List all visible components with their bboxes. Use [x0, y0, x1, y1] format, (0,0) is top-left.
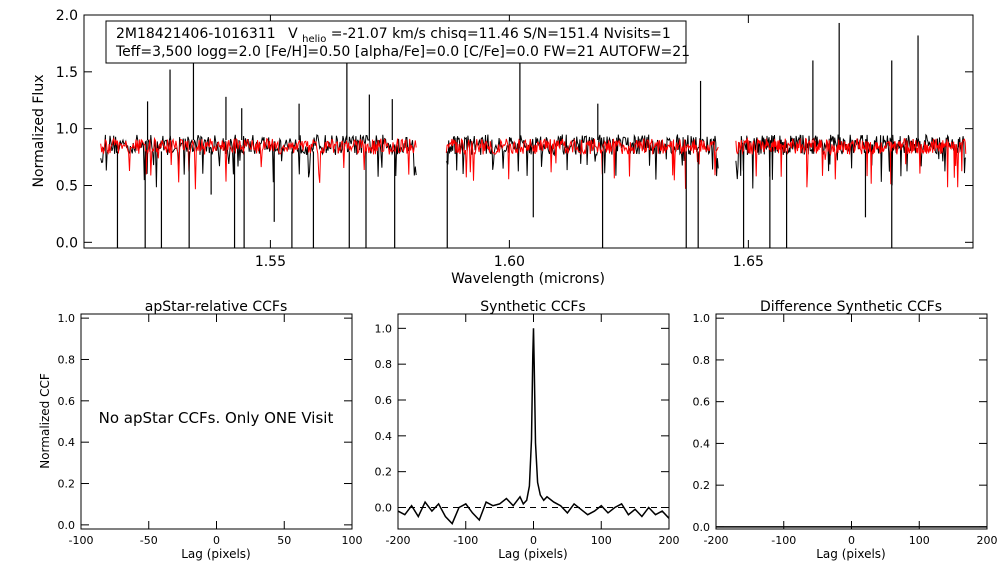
spectrum-x-tick-label: 1.65 [733, 254, 764, 270]
synthetic-ccf-x-tick-label: 0 [530, 534, 537, 547]
spectrum-panel: 1.55 1.60 1.65 0.0 0.5 1.0 1.5 2.0 2M18421406-1… [31, 8, 974, 287]
difference-ccf-y-tick-label: 1.0 [693, 312, 711, 325]
spectrum-info-line1: 2M18421406-1016311 V helio =-21.07 km/s … [116, 26, 671, 46]
difference-ccf-y-tick-label: 0.2 [693, 479, 711, 492]
difference-ccf-y-tick-label: 0.8 [693, 354, 711, 367]
synthetic-ccf-y-tick-label: 0.4 [375, 430, 393, 443]
difference-ccf-x-tick-label: -200 [704, 534, 729, 547]
difference-ccf-x-tick-label: 0 [848, 534, 855, 547]
apstar-ccf-x-tick-label: 50 [277, 534, 291, 547]
difference-ccf-plot-frame [715, 313, 988, 530]
synthetic-ccf-line [397, 328, 670, 525]
synthetic-ccf-y-tick-label: 1.0 [375, 322, 393, 335]
apstar-ccf-x-axis-label: Lag (pixels) [181, 547, 251, 561]
spectrum-info-box [105, 20, 687, 64]
spectrum-y-tick-label: 1.5 [56, 65, 78, 81]
difference-ccf-x-tick-label: 100 [909, 534, 930, 547]
spectrum-y-tick-label: 2.0 [56, 8, 78, 24]
apstar-ccf-title: apStar-relative CCFs [145, 299, 288, 315]
apstar-ccf-y-tick-label: 0.8 [58, 353, 76, 366]
velocity-value: =-21.07 km/s chisq=11.46 S/N=151.4 Nvisi… [331, 26, 671, 42]
difference-ccf-y-tick-label: 0.0 [693, 521, 711, 534]
spectrum-info-line2: Teff=3,500 logg=2.0 [Fe/H]=0.50 [alpha/F… [115, 44, 690, 60]
apstar-ccf-x-tick-label: 100 [342, 534, 363, 547]
velocity-subscript: helio [302, 34, 326, 45]
spectrum-y-tick-label: 1.0 [56, 122, 78, 138]
spectrum-y-tick-label: 0.5 [56, 179, 78, 195]
star-id: 2M18421406-1016311 [116, 26, 276, 42]
velocity-label: V [288, 26, 298, 42]
difference-ccf-x-axis-label: Lag (pixels) [816, 547, 886, 561]
apstar-ccf-panel: apStar-relative CCFs -100 -50 0 50 100 0.0 0.2… [38, 299, 363, 561]
spectrum-y-axis-label: Normalized Flux [31, 75, 47, 188]
synthetic-ccf-x-axis-label: Lag (pixels) [498, 547, 568, 561]
apstar-ccf-ticks: -100 -50 0 50 100 0.0 0.2 0.4 0.6 0.8 1.0 [58, 312, 363, 547]
apstar-ccf-y-tick-label: 1.0 [58, 312, 76, 325]
synthetic-ccf-x-tick-label: -100 [453, 534, 478, 547]
synthetic-ccf-y-tick-label: 0.8 [375, 358, 393, 371]
synthetic-ccf-y-tick-label: 0.2 [375, 466, 393, 479]
spectrum-traces [100, 22, 967, 248]
spectrum-plot-frame [83, 14, 974, 249]
synthetic-ccf-y-tick-label: 0.0 [375, 501, 393, 514]
synthetic-ccf-ticks: -200 -100 0 100 200 0.0 0.2 0.4 0.6 0.8 1.0 [375, 314, 680, 547]
spectrum-x-tick-label: 1.55 [255, 254, 286, 270]
synthetic-ccf-x-tick-label: 200 [659, 534, 680, 547]
difference-ccf-y-tick-label: 0.4 [693, 437, 711, 450]
difference-ccf-y-tick-label: 0.6 [693, 396, 711, 409]
difference-ccf-ticks: -200 -100 0 100 200 0.0 0.2 0.4 0.6 0.8 1.0 [693, 312, 998, 547]
difference-ccf-panel: Difference Synthetic CCFs -200 -100 0 100 20… [693, 299, 998, 561]
difference-ccf-x-tick-label: -100 [771, 534, 796, 547]
spectrum-y-tick-label: 0.0 [56, 235, 78, 251]
apstar-ccf-y-tick-label: 0.2 [58, 477, 76, 490]
apstar-ccf-x-tick-label: -100 [69, 534, 94, 547]
synthetic-ccf-x-tick-label: 100 [591, 534, 612, 547]
apstar-ccf-y-tick-label: 0.6 [58, 395, 76, 408]
spectrum-x-tick-label: 1.60 [494, 254, 525, 270]
apstar-ccf-y-tick-label: 0.0 [58, 519, 76, 532]
synthetic-ccf-traces [397, 328, 670, 525]
synthetic-ccf-x-tick-label: -200 [386, 534, 411, 547]
apstar-ccf-x-tick-label: 0 [213, 534, 220, 547]
synthetic-ccf-title: Synthetic CCFs [480, 299, 585, 315]
apstar-ccf-y-tick-label: 0.4 [58, 436, 76, 449]
synthetic-ccf-panel: Synthetic CCFs -200 -100 0 100 200 0.0 0.2 0.4 0… [375, 299, 680, 561]
difference-ccf-x-tick-label: 200 [977, 534, 998, 547]
apstar-ccf-annotation: No apStar CCFs. Only ONE Visit [99, 409, 334, 427]
spectrum-ticks: 1.55 1.60 1.65 0.0 0.5 1.0 1.5 2.0 [56, 8, 973, 270]
difference-ccf-title: Difference Synthetic CCFs [760, 299, 942, 315]
synthetic-ccf-y-tick-label: 0.6 [375, 394, 393, 407]
spectrum-series-synthetic-model [100, 136, 967, 190]
apstar-ccf-y-axis-label: Normalized CCF [38, 373, 52, 469]
spectrum-x-axis-label: Wavelength (microns) [451, 271, 605, 287]
apstar-ccf-x-tick-label: -50 [140, 534, 158, 547]
